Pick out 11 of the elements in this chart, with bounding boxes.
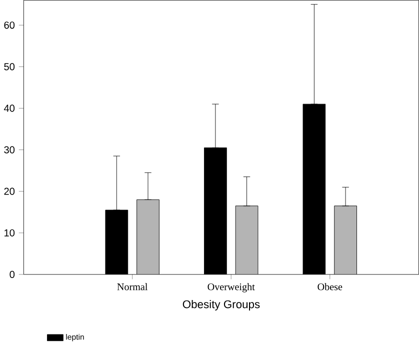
y-tick-label: 40 <box>4 104 15 112</box>
y-tick-label: 20 <box>4 188 15 196</box>
y-tick-label: 60 <box>4 22 15 29</box>
y-tick-label: 10 <box>4 229 15 237</box>
x-tick-label: Overweight <box>208 283 255 292</box>
x-tick-label: Obese <box>318 283 342 290</box>
y-tick-label: 0 <box>10 270 15 278</box>
y-tick-label: 30 <box>4 146 15 154</box>
x-axis-title: Obesity Groups <box>182 300 260 311</box>
y-tick-label: 50 <box>4 63 15 70</box>
x-tick-label: Normal <box>117 283 148 290</box>
